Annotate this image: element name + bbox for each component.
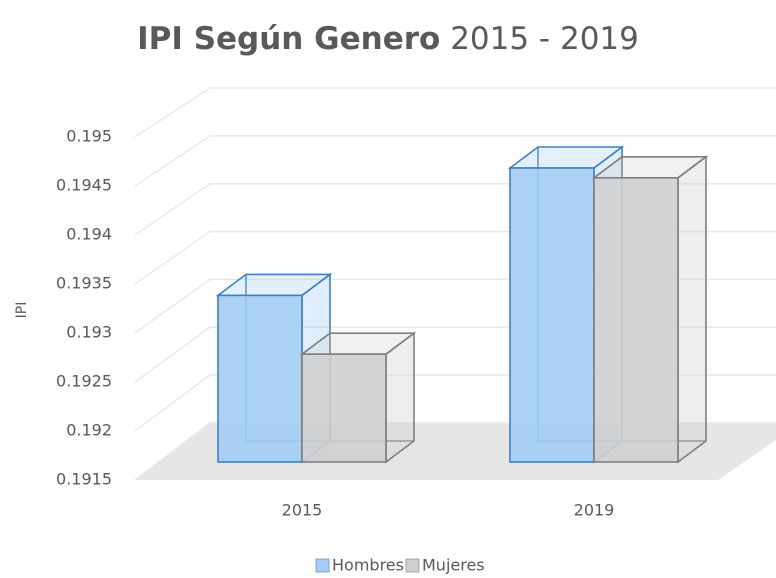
- y-tick-label: 0.192: [66, 421, 112, 440]
- title-main: IPI Según Genero: [137, 21, 440, 57]
- bar: [299, 331, 417, 464]
- y-tick-label: 0.1935: [56, 274, 112, 293]
- title-years: 2015 - 2019: [450, 21, 639, 57]
- chart-title: IPI Según Genero 2015 - 2019: [137, 21, 639, 57]
- y-tick-label: 0.195: [66, 127, 112, 146]
- legend-label: Mujeres: [422, 556, 485, 575]
- bar-side: [385, 331, 415, 464]
- y-tick-label: 0.1945: [56, 176, 112, 195]
- x-tick-label: 2019: [574, 501, 615, 520]
- y-axis-label: IPI: [14, 302, 30, 319]
- bar-side: [677, 155, 707, 464]
- legend-swatch: [405, 558, 420, 573]
- y-tick-label: 0.1915: [56, 470, 112, 489]
- y-tick-label: 0.193: [66, 323, 112, 342]
- y-tick-label: 0.194: [66, 225, 112, 244]
- bar: [591, 155, 709, 464]
- grid-line: [134, 135, 776, 187]
- bar-front: [509, 167, 595, 463]
- y-tick-label: 0.1925: [56, 372, 112, 391]
- x-tick-label: 2015: [282, 501, 323, 520]
- legend-swatch: [315, 558, 330, 573]
- bar-front: [301, 353, 387, 463]
- legend-label: Hombres: [332, 556, 404, 575]
- bar-front: [593, 177, 679, 463]
- bar-front: [217, 294, 303, 463]
- grid-line: [134, 87, 776, 138]
